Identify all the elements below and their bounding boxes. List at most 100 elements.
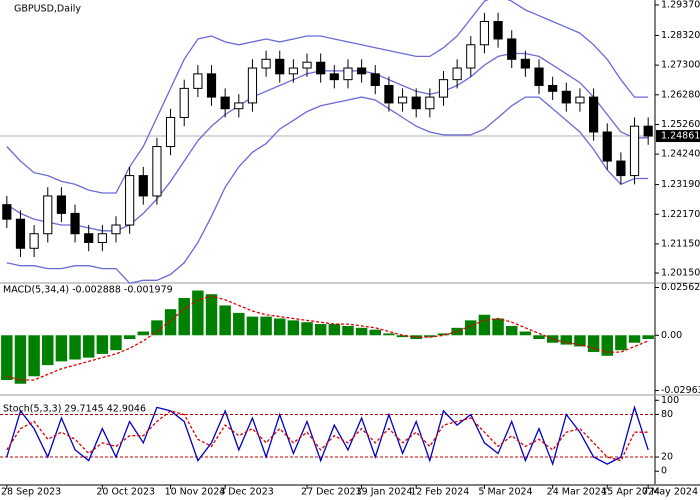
- candle-body: [138, 175, 148, 197]
- candle-body: [152, 146, 162, 197]
- macd-bar: [137, 331, 150, 336]
- candle-body: [548, 84, 558, 92]
- current-price-label: 1.24861: [661, 131, 700, 142]
- x-tick-label: 19 Jan 2024: [356, 487, 413, 498]
- macd-bar: [574, 335, 586, 347]
- band-line: [6, 52, 649, 232]
- macd-bar: [287, 320, 300, 336]
- candle-body: [97, 233, 107, 243]
- y-tick-label: 1.27300: [661, 60, 700, 71]
- candle-body: [602, 131, 612, 162]
- y-tick-label: 1.20150: [661, 267, 700, 278]
- candle-body: [438, 79, 449, 98]
- macd-bar: [601, 335, 613, 356]
- y-tick-label: 20: [661, 452, 673, 463]
- macd-bar: [587, 335, 600, 353]
- candle-body: [643, 125, 653, 137]
- y-tick-label: 100: [661, 395, 679, 406]
- candle-body: [534, 67, 544, 86]
- macd-bar: [42, 335, 54, 366]
- macd-bar: [164, 309, 177, 336]
- macd-bar: [274, 318, 286, 336]
- candle-body: [329, 73, 339, 81]
- candle-body: [70, 212, 80, 235]
- candle-body: [589, 96, 599, 133]
- macd-bar: [437, 333, 450, 336]
- candle-body: [575, 96, 585, 104]
- candle-body: [616, 160, 626, 177]
- candle-body: [316, 61, 326, 75]
- macd-bar: [205, 294, 218, 336]
- candle-body: [302, 61, 312, 69]
- candle-body: [397, 96, 408, 104]
- candle-body: [261, 58, 271, 69]
- x-tick-label: 24 Mar 2024: [547, 487, 607, 498]
- candle-body: [179, 87, 189, 118]
- macd-bar: [642, 335, 654, 339]
- macd-bar: [82, 335, 95, 358]
- y-tick-label: 0.02562: [661, 282, 700, 293]
- macd-bar: [533, 335, 545, 339]
- candle-body: [343, 67, 353, 81]
- chart-title: GBPUSD,Daily: [14, 4, 81, 15]
- candle-body: [507, 38, 517, 60]
- macd-bar: [28, 335, 40, 377]
- stoch-line: [6, 405, 649, 467]
- candle-body: [411, 96, 421, 110]
- x-tick-label: 10 Nov 2023: [165, 487, 226, 498]
- y-tick-label: 1.26280: [661, 89, 700, 100]
- macd-bar: [219, 305, 231, 336]
- x-tick-label: 15 Apr 2024: [601, 487, 660, 498]
- y-tick-label: 80: [661, 409, 673, 420]
- macd-bar: [396, 335, 409, 338]
- y-tick-label: 1.23190: [661, 179, 700, 190]
- candle-body: [193, 73, 203, 89]
- y-tick-label: 1.25260: [661, 119, 700, 130]
- candle-body: [165, 116, 176, 148]
- macd-bar: [546, 335, 559, 343]
- candle-body: [234, 102, 244, 110]
- macd-bar: [151, 320, 163, 336]
- candle-body: [247, 67, 258, 104]
- y-tick-label: 1.28320: [661, 30, 700, 41]
- macd-bar: [14, 335, 27, 384]
- stoch-line: [6, 410, 649, 462]
- macd-bar: [492, 318, 504, 336]
- candle-body: [561, 90, 571, 104]
- macd-bar: [505, 325, 518, 336]
- macd-bar: [355, 327, 368, 336]
- macd-bar: [615, 335, 627, 351]
- macd-bar: [519, 331, 532, 336]
- macd-bar: [560, 335, 573, 345]
- x-tick-label: 20 Oct 2023: [96, 487, 155, 498]
- candle-body: [125, 175, 135, 226]
- macd-bar: [110, 335, 122, 351]
- y-tick-label: 0: [661, 466, 667, 477]
- macd-bar: [301, 322, 313, 336]
- candle-body: [2, 204, 12, 220]
- candle-body: [479, 21, 490, 46]
- candle-body: [425, 96, 435, 110]
- y-tick-label: 0.00: [661, 330, 682, 341]
- indicator-title: Stoch(5,3,3) 29.7145 42.9046: [3, 404, 146, 415]
- macd-bar: [69, 335, 81, 360]
- macd-bar: [260, 316, 272, 336]
- y-tick-label: -0.029639: [661, 385, 700, 396]
- x-tick-label: 5 Mar 2024: [478, 487, 532, 498]
- candle-body: [466, 44, 476, 69]
- macd-bar: [451, 327, 463, 336]
- x-tick-label: 28 Sep 2023: [1, 487, 61, 498]
- macd-bar: [628, 335, 641, 343]
- candle-body: [29, 233, 39, 249]
- macd-bar: [178, 297, 190, 336]
- macd-bar: [233, 312, 245, 336]
- x-tick-label: 4 Dec 2023: [219, 487, 274, 498]
- candle-body: [111, 224, 121, 235]
- y-tick-label: 1.22170: [661, 209, 700, 220]
- y-tick-label: 1.24240: [661, 149, 700, 160]
- y-tick-label: 1.21150: [661, 238, 700, 249]
- candle-body: [520, 58, 530, 69]
- macd-bar: [383, 333, 395, 336]
- macd-bar: [192, 290, 204, 336]
